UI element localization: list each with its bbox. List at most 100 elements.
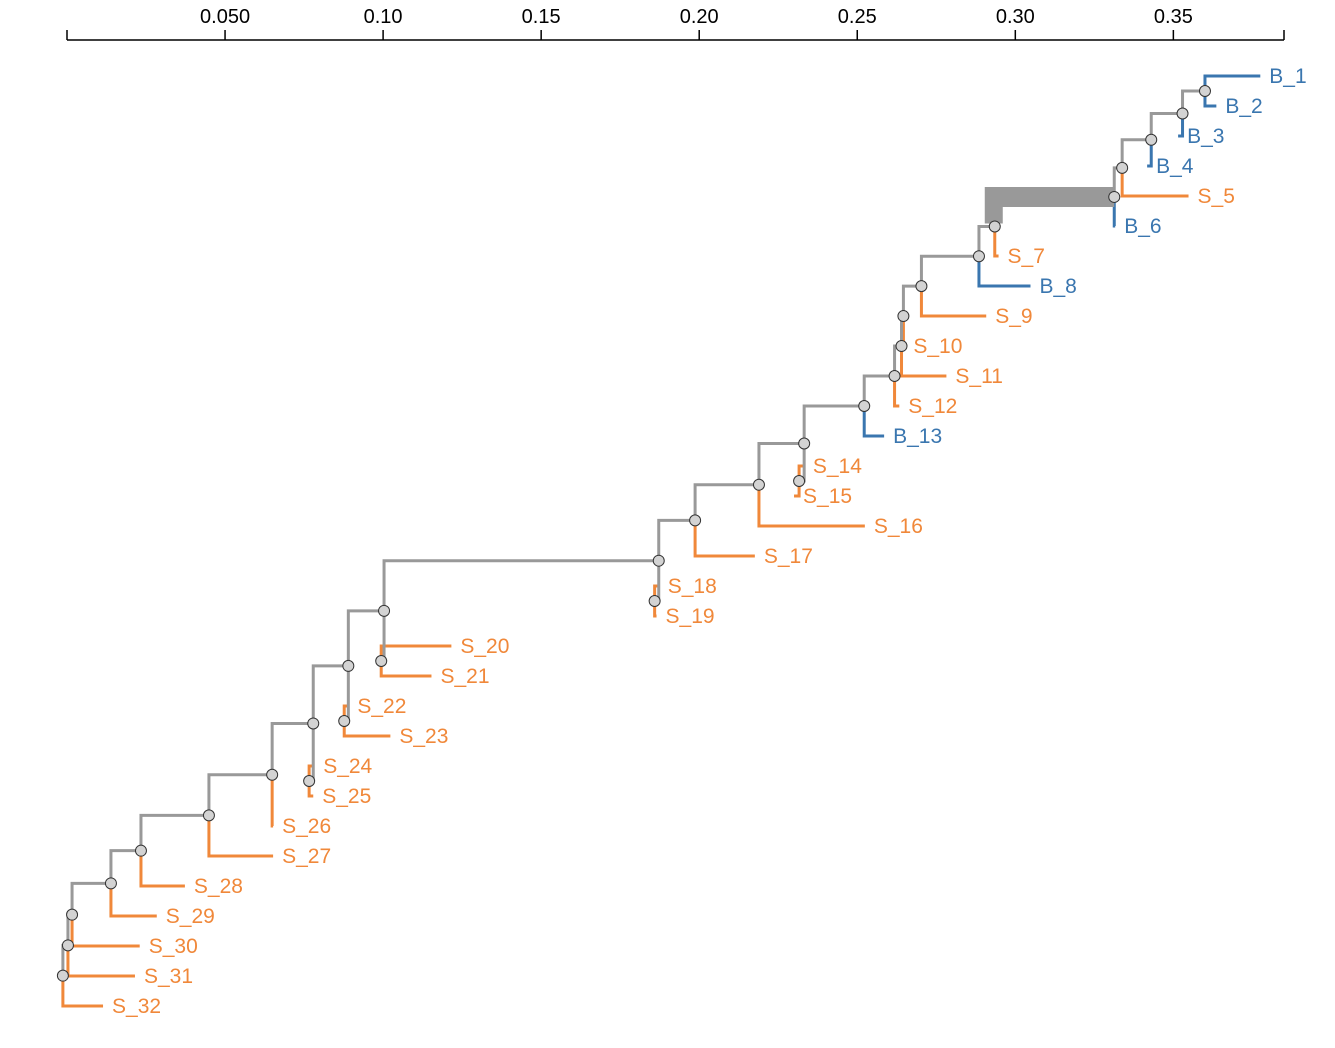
internal-branch xyxy=(802,404,865,444)
internal-node-marker xyxy=(61,939,74,952)
tip-branch-b-13 xyxy=(862,406,885,438)
tip-branch-b-8 xyxy=(977,256,1031,288)
tip-label-s-19: S_19 xyxy=(666,605,715,628)
internal-node-marker xyxy=(1176,107,1189,120)
internal-node-marker xyxy=(378,604,391,617)
internal-branch xyxy=(1120,138,1152,168)
tip-branch-s-7 xyxy=(993,226,999,258)
tip-branch-s-20 xyxy=(379,644,452,661)
internal-branch xyxy=(919,254,979,287)
tip-label-b-13: B_13 xyxy=(893,425,942,448)
internal-node-marker xyxy=(915,280,928,293)
internal-node-marker xyxy=(1145,133,1158,146)
internal-node-marker xyxy=(888,370,901,383)
internal-node-marker xyxy=(648,595,661,607)
tip-label-s-5: S_5 xyxy=(1198,185,1235,208)
tip-label-s-26: S_26 xyxy=(282,815,331,838)
tip-labels: B_1 B_2B_3 B_4S_5 B_6 S_7 B_8 S_9 S_10 S_11 S_12 B… xyxy=(112,65,1307,1018)
internal-node-marker xyxy=(972,250,985,263)
tip-branch-s-28 xyxy=(139,850,185,888)
internal-branch xyxy=(70,881,111,915)
lineage-band xyxy=(984,186,1115,224)
internal-branch xyxy=(109,849,141,884)
tip-label-s-20: S_20 xyxy=(460,635,509,658)
internal-node-marker xyxy=(338,715,351,727)
internal-branch xyxy=(1149,112,1183,140)
scale-axis: 0.050 0.10 0.15 0.20 0.25 0.30 0.35 xyxy=(66,6,1285,41)
internal-node-marker xyxy=(303,775,316,787)
tip-label-s-31: S_31 xyxy=(144,965,193,988)
internal-node-marker xyxy=(56,969,69,982)
internal-node-marker xyxy=(1198,85,1211,97)
tip-branch-s-30 xyxy=(70,914,140,948)
internal-node-marker xyxy=(897,310,910,323)
internal-branch xyxy=(207,773,273,816)
tip-label-s-24: S_24 xyxy=(323,755,372,778)
tip-label-b-1: B_1 xyxy=(1269,65,1306,88)
axis-tick-label: 0.050 xyxy=(200,6,250,28)
internal-node-marker xyxy=(104,877,117,890)
axis-tick-label: 0.15 xyxy=(522,6,561,28)
tip-branch-s-17 xyxy=(693,520,755,558)
tip-label-s-27: S_27 xyxy=(282,845,331,868)
internal-node-marker xyxy=(307,717,320,730)
tip-label-s-11: S_11 xyxy=(955,365,1003,388)
tip-label-s-14: S_14 xyxy=(813,455,862,478)
tip-label-s-7: S_7 xyxy=(1008,245,1045,268)
internal-branch xyxy=(901,284,922,317)
tip-label-s-32: S_32 xyxy=(112,995,161,1018)
tip-branch-b-3 xyxy=(1178,113,1185,138)
internal-branch xyxy=(139,813,209,851)
tip-branch-s-23 xyxy=(342,721,391,738)
tip-branch-s-26 xyxy=(270,774,274,828)
internal-node-marker xyxy=(793,475,806,487)
tip-branch-s-12 xyxy=(893,376,900,408)
tip-branch-s-32 xyxy=(61,975,104,1008)
tip-label-s-18: S_18 xyxy=(668,575,717,598)
internal-node-marker xyxy=(202,809,215,822)
tip-label-s-15: S_15 xyxy=(803,485,852,508)
tip-label-s-23: S_23 xyxy=(399,725,448,748)
internal-branch xyxy=(346,609,385,666)
tip-branch-b-1 xyxy=(1203,74,1261,91)
tip-label-b-6: B_6 xyxy=(1124,215,1161,238)
internal-branch xyxy=(693,483,759,521)
tip-label-s-29: S_29 xyxy=(166,905,215,928)
internal-node-marker xyxy=(342,659,355,672)
tip-label-b-8: B_8 xyxy=(1039,275,1076,298)
internal-branch xyxy=(862,374,895,407)
tip-branch-s-16 xyxy=(757,484,865,528)
axis-tick-label: 0.35 xyxy=(1154,6,1193,28)
tip-label-s-16: S_16 xyxy=(874,515,923,538)
internal-node-marker xyxy=(1116,161,1129,174)
tip-label-s-28: S_28 xyxy=(194,875,243,898)
tree-nodes xyxy=(56,85,1211,982)
internal-node-marker xyxy=(858,400,871,413)
tip-label-s-22: S_22 xyxy=(357,695,406,718)
internal-node-marker xyxy=(988,220,1001,233)
tip-branch-s-9 xyxy=(919,286,987,318)
internal-node-marker xyxy=(689,514,702,527)
internal-branch xyxy=(311,664,349,724)
tip-branch-s-29 xyxy=(109,883,157,918)
axis-tick-label: 0.20 xyxy=(680,6,719,28)
tip-label-s-10: S_10 xyxy=(913,335,962,358)
axis-tick-label: 0.10 xyxy=(364,6,403,28)
internal-node-marker xyxy=(66,908,79,921)
tip-label-s-25: S_25 xyxy=(322,785,371,808)
tip-branch-b-4 xyxy=(1147,139,1153,168)
internal-branch xyxy=(382,559,659,611)
internal-node-marker xyxy=(798,437,811,450)
tree-branches xyxy=(61,74,1261,1008)
axis-tick-label: 0.30 xyxy=(996,6,1035,28)
tip-label-s-17: S_17 xyxy=(764,545,813,568)
internal-branch xyxy=(757,442,805,485)
tip-label-b-3: B_3 xyxy=(1187,125,1224,148)
internal-node-marker xyxy=(134,844,147,857)
tip-branch-s-21 xyxy=(379,661,432,678)
tip-label-s-12: S_12 xyxy=(908,395,957,418)
tip-label-s-9: S_9 xyxy=(995,305,1032,328)
tip-branch-s-11 xyxy=(900,346,947,378)
tip-label-b-2: B_2 xyxy=(1225,95,1262,118)
internal-node-marker xyxy=(652,554,665,567)
